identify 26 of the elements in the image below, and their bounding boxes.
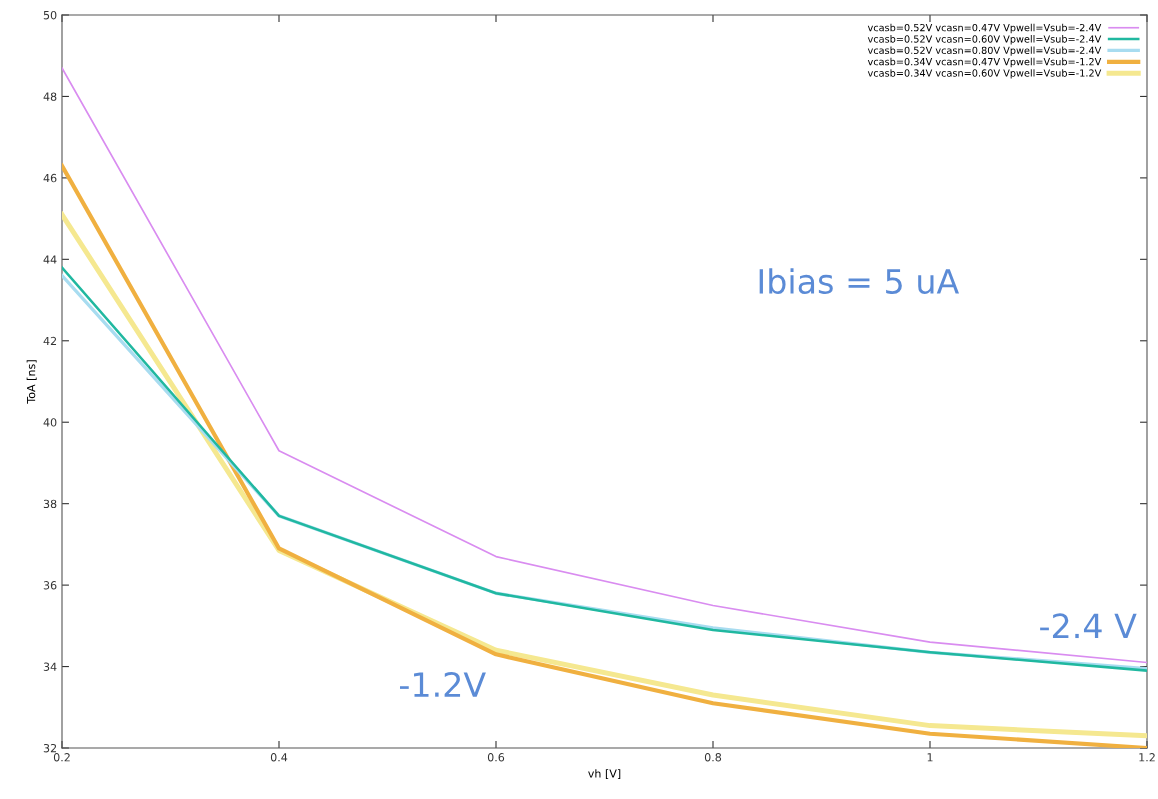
annotation: Ibias = 5 uA xyxy=(759,268,960,295)
x-tick-label: 0.6 xyxy=(487,753,505,762)
y-tick-label: 50 xyxy=(43,10,57,20)
y-tick-label: 34 xyxy=(43,662,57,671)
y-tick-label: 36 xyxy=(43,581,57,590)
x-tick-label: 0.4 xyxy=(270,753,288,762)
x-axis-title: vh [V] xyxy=(588,769,621,780)
legend-label: vcasb=0.34V vcasn=0.60V Vpwell=Vsub=-1.2V xyxy=(867,69,1102,79)
legend-label: vcasb=0.52V vcasn=0.80V Vpwell=Vsub=-2.4V xyxy=(867,46,1102,56)
y-tick-label: 46 xyxy=(43,173,57,183)
legend-label: vcasb=0.52V vcasn=0.47V Vpwell=Vsub=-2.4V xyxy=(867,23,1102,34)
y-tick-label: 42 xyxy=(43,336,57,345)
legend-label: vcasb=0.52V vcasn=0.60V Vpwell=Vsub=-2.4V xyxy=(867,35,1102,45)
y-tick-label: 40 xyxy=(43,418,57,427)
annotation: -2.4 V xyxy=(1040,613,1137,639)
y-axis-title: ToA [ns] xyxy=(26,360,37,404)
x-tick-label: 0.8 xyxy=(704,753,722,762)
y-tick-label: 44 xyxy=(43,255,57,264)
x-tick-label: 0.2 xyxy=(53,753,70,762)
annotation: -1.2V xyxy=(399,671,486,697)
y-tick-label: 48 xyxy=(43,92,57,101)
y-tick-label: 38 xyxy=(43,499,57,509)
x-tick-label: 1 xyxy=(927,753,933,762)
y-tick-label: 32 xyxy=(43,743,57,753)
x-tick-label: 1.2 xyxy=(1139,753,1155,762)
legend-label: vcasb=0.34V vcasn=0.47V Vpwell=Vsub=-1.2V xyxy=(867,57,1102,68)
